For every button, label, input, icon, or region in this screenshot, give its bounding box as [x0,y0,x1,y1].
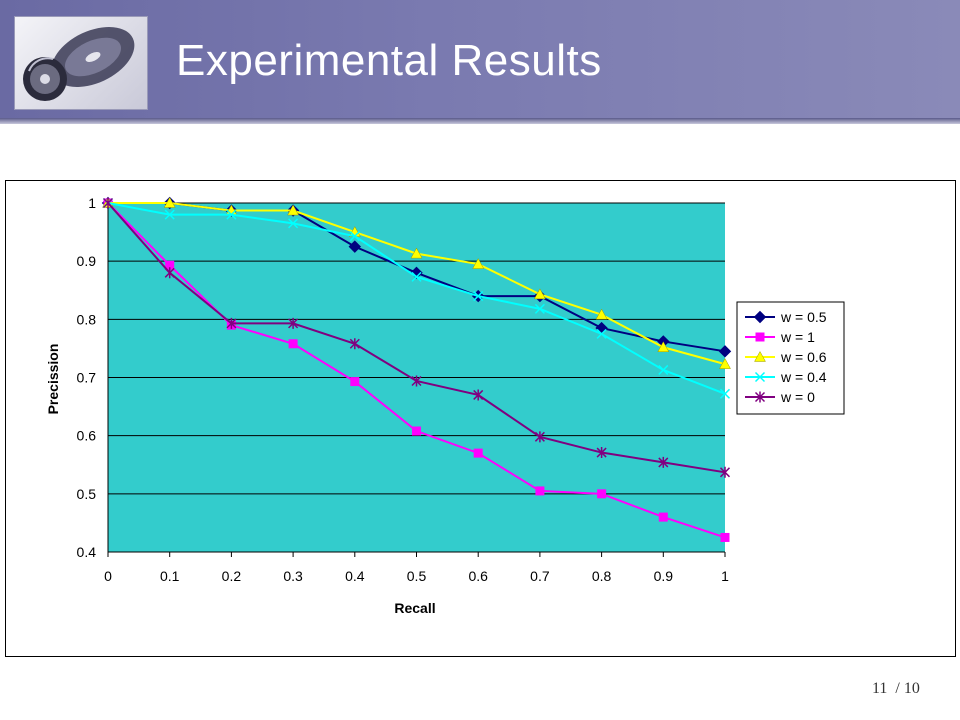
data-point [288,339,298,349]
data-point [658,364,669,375]
legend-label: w = 0.6 [780,349,827,365]
data-point [348,240,362,253]
page-total: / 10 [895,680,920,697]
data-point [410,247,423,259]
legend-item: w = 0.5 [745,309,827,325]
data-point [412,426,421,436]
data-point [164,267,175,279]
data-point [102,197,114,209]
x-tick-label: 0.6 [468,568,488,584]
series-1 [103,198,730,542]
data-point [473,448,483,458]
data-point [163,196,176,208]
data-point [719,466,731,478]
x-tick-label: 0.2 [222,568,242,584]
data-point [596,328,607,339]
series-4 [102,197,731,478]
legend-label: w = 0.4 [780,369,827,385]
line-chart: 1 0.9 0.8 0.7 0.6 0.5 0.4 0 0.1 0.2 0.3 0.4 0.5 0.6 0.… [45,195,845,616]
page-number: 11 / 10 [872,680,920,698]
data-point [719,358,731,369]
header-divider [0,118,960,124]
series-3 [102,197,731,399]
data-point [473,291,484,302]
x-tick-label: 0.5 [407,568,427,584]
data-point [720,532,730,542]
chart-legend: w = 0.5 w = 1 w = 0.6 w = 0.4 w = 0 [736,301,845,415]
slide-header [0,0,960,122]
y-tick-label: 0.7 [77,370,97,386]
slide-title: Experimental Results [176,36,602,85]
data-point [534,303,545,314]
data-point [349,338,360,350]
data-point [164,209,175,220]
y-axis-title: Precission [45,344,61,415]
data-point [535,486,545,496]
data-point [473,389,484,401]
data-point [718,345,732,358]
legend-item: w = 1 [745,329,815,345]
legend-label: w = 0 [780,389,815,405]
legend-item: w = 0.4 [745,369,827,385]
data-point [288,317,299,329]
x-tick-label: 1 [721,568,729,584]
data-point [596,447,607,459]
x-tick-label: 0.4 [345,568,365,584]
data-point [754,350,766,362]
data-point [226,317,237,329]
y-tick-label: 0.5 [77,486,97,502]
y-tick-label: 0.6 [77,428,97,444]
x-tick-label: 0 [104,568,112,584]
data-point [165,260,175,270]
x-tick-label: 0.9 [654,568,674,584]
data-point [288,218,299,229]
legend-item: w = 0 [745,389,815,405]
data-point [753,310,767,324]
data-point [658,456,669,468]
data-point [411,271,422,282]
data-point [719,388,731,399]
legend-label: w = 1 [780,329,815,345]
y-tick-label: 0.9 [77,253,97,269]
data-point [226,209,237,220]
x-axis-title: Recall [394,600,435,616]
data-point [595,308,608,320]
x-tick-label: 0.8 [592,568,612,584]
data-point [754,371,766,383]
data-point [350,377,360,387]
data-point [754,391,766,403]
data-point [755,332,765,342]
data-point [533,288,546,300]
y-tick-label: 1 [88,195,96,211]
data-point [472,258,485,269]
data-point [657,341,670,353]
data-point [534,431,545,443]
data-point [658,512,668,522]
y-tick-label: 0.4 [77,544,97,560]
chart-frame: 1 0.9 0.8 0.7 0.6 0.5 0.4 0 0.1 0.2 0.3 0.4 0.5 0.6 0.… [5,180,956,657]
legend-label: w = 0.5 [780,309,827,325]
y-tick-label: 0.8 [77,311,97,327]
data-point [287,204,300,216]
cd-logo-icon [14,16,148,110]
data-point [411,375,422,387]
x-tick-label: 0.1 [160,568,180,584]
series-2 [102,196,731,369]
data-point [349,231,360,242]
page-current: 11 [872,680,888,697]
x-tick-label: 0.7 [530,568,550,584]
data-point [597,489,607,499]
legend-item: w = 0.6 [745,349,827,365]
x-tick-label: 0.3 [283,568,303,584]
